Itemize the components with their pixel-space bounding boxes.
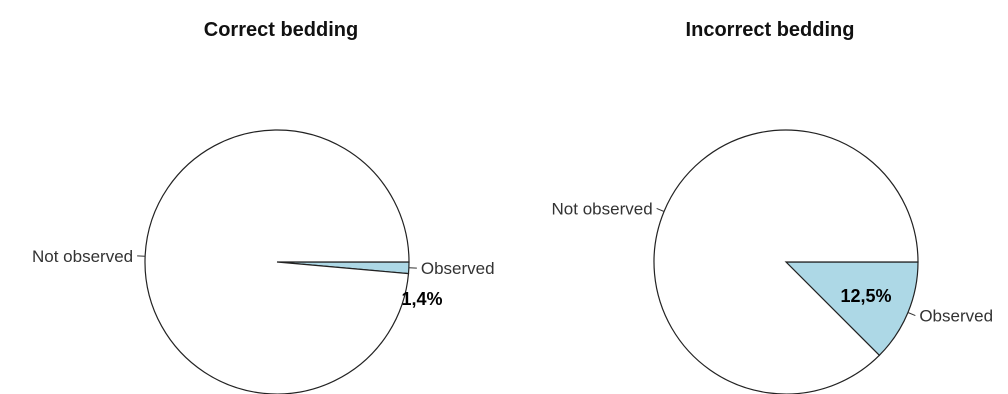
chart-title: Correct bedding (204, 19, 358, 41)
pie-chart-correct-bedding: Correct bedding Observed Not observed 1,… (32, 19, 495, 394)
leader-line-not-observed (656, 207, 665, 212)
slice-label-observed: Observed (919, 307, 993, 326)
data-label-observed-percent: 1,4% (401, 289, 442, 309)
chart-title: Incorrect bedding (686, 19, 855, 41)
data-label-observed-percent: 12,5% (840, 286, 891, 306)
slice-label-observed: Observed (421, 259, 495, 278)
slice-label-not-observed: Not observed (32, 247, 133, 266)
leader-line-observed (907, 312, 916, 317)
pie-chart-incorrect-bedding: Incorrect bedding Observed Not observed … (552, 19, 993, 394)
slice-label-not-observed: Not observed (552, 199, 653, 218)
pie-slice-not-observed (653, 129, 919, 394)
pie-slice-observed (784, 261, 919, 357)
pie-slice-not-observed (144, 129, 410, 394)
